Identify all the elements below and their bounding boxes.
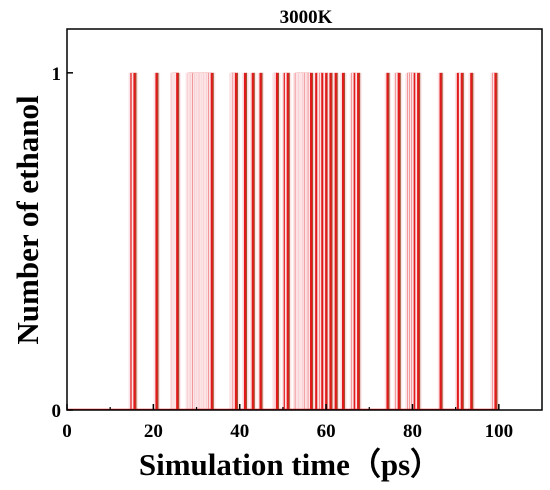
bar-fill xyxy=(417,72,420,410)
bar-fill xyxy=(321,72,325,410)
bar xyxy=(395,72,403,410)
bar-fill xyxy=(439,72,443,410)
bar-fill xyxy=(251,72,255,410)
bar xyxy=(458,72,466,410)
bar xyxy=(415,72,422,410)
bar xyxy=(308,72,315,410)
bar-fill xyxy=(133,72,137,410)
bar-fill xyxy=(243,72,247,410)
bar xyxy=(437,72,445,410)
y-axis: 01 xyxy=(52,64,73,422)
bar xyxy=(384,72,392,410)
chart-title: 3000K xyxy=(280,7,333,28)
bar-fill xyxy=(470,72,474,410)
bar-fill xyxy=(234,72,238,410)
x-tick-label: 40 xyxy=(230,421,249,442)
plot-frame xyxy=(66,28,543,411)
bar xyxy=(355,72,362,410)
bar-fill xyxy=(315,72,318,410)
bar xyxy=(257,72,265,410)
bar-fill xyxy=(176,72,179,410)
bar-fill xyxy=(494,72,498,410)
bar xyxy=(208,72,216,410)
bar xyxy=(242,72,249,410)
bar xyxy=(492,72,499,410)
bar xyxy=(284,72,292,410)
bar xyxy=(174,72,181,410)
bar-fill xyxy=(155,72,159,410)
bar-fill xyxy=(286,72,290,410)
bar-fill xyxy=(210,72,214,410)
bar xyxy=(332,72,340,410)
y-tick-label: 1 xyxy=(52,64,62,85)
bar xyxy=(327,72,335,410)
x-tick-label: 60 xyxy=(317,421,336,442)
bar-fill xyxy=(329,72,333,410)
bar-fill xyxy=(310,72,313,410)
bar-fill xyxy=(341,72,345,410)
bar-fill xyxy=(460,72,464,410)
bar xyxy=(153,72,161,410)
x-axis: 0 20 40 60 80 100 xyxy=(62,404,513,442)
bar xyxy=(249,72,257,410)
bar-fill xyxy=(413,72,417,410)
bar xyxy=(274,72,281,410)
bar-series xyxy=(128,72,499,410)
bar-fill xyxy=(275,72,279,410)
x-axis-title: Simulation time（ps） xyxy=(139,447,441,482)
bar xyxy=(468,72,475,410)
x-tick-label: 20 xyxy=(144,421,163,442)
x-tick-label: 80 xyxy=(403,421,422,442)
bar-fill xyxy=(325,72,328,410)
x-tick-label: 100 xyxy=(485,421,514,442)
bar-fill xyxy=(397,72,401,410)
x-tick-label: 0 xyxy=(62,421,72,442)
bar-fill xyxy=(353,72,357,410)
bar xyxy=(340,72,347,410)
bar-fill xyxy=(456,72,460,410)
bar-fill xyxy=(334,72,338,410)
bar xyxy=(131,72,138,410)
y-axis-title: Number of ethanol xyxy=(10,95,45,345)
bar-fill xyxy=(386,72,390,410)
y-tick-label: 0 xyxy=(52,401,62,422)
bar-fill xyxy=(357,72,360,410)
bar-fill xyxy=(259,72,263,410)
bar xyxy=(233,72,240,410)
